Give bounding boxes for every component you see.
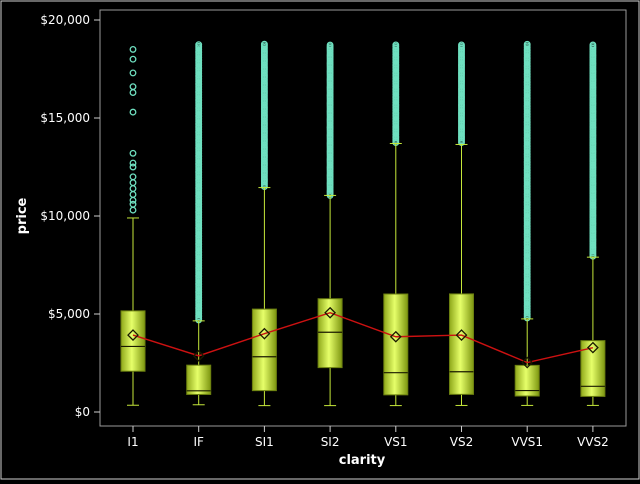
iqr-box: [383, 293, 409, 396]
y-tick-label: $10,000: [40, 209, 90, 223]
iqr-box: [514, 364, 540, 397]
outlier-point: [129, 108, 137, 116]
mean-marker: [258, 327, 271, 340]
outlier-point: [129, 89, 137, 96]
outlier-point: [392, 41, 400, 49]
outlier-point: [129, 149, 137, 157]
y-tick-label: $15,000: [40, 111, 90, 125]
box-SI1: [251, 187, 277, 407]
y-tick-label: $20,000: [40, 13, 90, 27]
outlier-point: [129, 45, 137, 53]
box-VS1: [383, 142, 409, 407]
box-SI2: [317, 194, 343, 407]
boxes-layer: [120, 142, 606, 407]
mean-marker: [455, 329, 468, 341]
iqr-box: [580, 340, 606, 397]
mean-marker: [586, 341, 599, 354]
box-VVS2: [580, 256, 606, 406]
outlier-point: [458, 41, 465, 49]
x-tick-label: VVS2: [577, 435, 609, 449]
x-tick-label: VS1: [384, 435, 407, 449]
outlier-point: [129, 206, 137, 214]
plot-frame: [99, 9, 627, 427]
x-tick-label: VS2: [450, 435, 473, 449]
mean-marker: [521, 356, 534, 369]
box-I1: [120, 217, 146, 406]
outlier-point: [129, 55, 137, 63]
x-tick-label: VVS1: [511, 435, 543, 449]
box-VS2: [449, 143, 474, 406]
y-axis: $0 $5,000 $10,000 $15,000 $20,000: [40, 13, 100, 419]
y-axis-title: price: [15, 197, 30, 234]
outliers-layer: [129, 40, 597, 324]
mean-marker: [127, 329, 139, 342]
outlier-point: [129, 163, 137, 171]
x-axis-title: clarity: [339, 453, 386, 468]
iqr-box: [186, 364, 212, 395]
outlier-point: [260, 40, 268, 48]
outlier-point: [129, 196, 137, 204]
outlier-point: [129, 69, 137, 77]
mean-marker: [389, 330, 402, 343]
x-tick-label: I1: [127, 435, 138, 449]
box-IF: [186, 320, 212, 406]
y-tick-label: $5,000: [48, 307, 90, 321]
iqr-box: [120, 310, 146, 372]
mean-layer: [127, 306, 599, 369]
mean-marker: [324, 306, 337, 319]
iqr-box: [251, 308, 277, 392]
outlier-point: [523, 40, 531, 48]
mean-connect-line: [132, 312, 594, 364]
outlier-point: [195, 41, 203, 49]
outlier-point: [129, 159, 137, 167]
x-tick-label: SI1: [255, 435, 274, 449]
iqr-box: [317, 298, 343, 369]
y-tick-label: $0: [75, 405, 90, 419]
x-tick-label: IF: [193, 435, 204, 449]
x-axis: I1 IF SI1 SI2 VS1 VS2 VVS1 VVS2: [127, 426, 609, 449]
iqr-box: [449, 293, 474, 395]
box-VVS1: [514, 318, 540, 406]
x-tick-label: SI2: [321, 435, 340, 449]
mean-marker: [192, 349, 205, 362]
outlier-point: [589, 41, 597, 49]
outlier-point: [326, 41, 334, 49]
